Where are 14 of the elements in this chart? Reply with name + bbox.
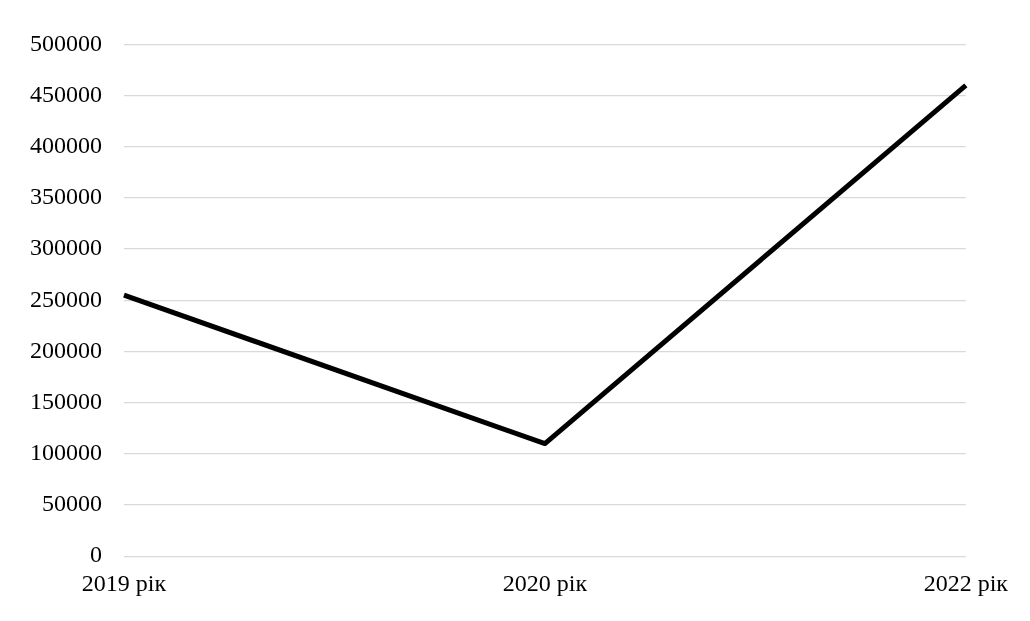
y-tick-label: 500000	[30, 29, 102, 56]
y-tick-label: 350000	[30, 183, 102, 210]
y-tick-label: 300000	[30, 234, 102, 261]
y-tick-label: 0	[90, 541, 102, 568]
y-tick-label: 450000	[30, 80, 102, 107]
x-tick-label: 2022 рік	[923, 569, 1009, 596]
y-tick-label: 100000	[30, 439, 102, 466]
x-tick-label: 2019 рік	[81, 569, 167, 596]
x-tick-label: 2020 рік	[502, 569, 588, 596]
y-tick-label: 50000	[42, 490, 102, 517]
y-tick-label: 150000	[30, 387, 102, 414]
y-tick-label: 250000	[30, 285, 102, 312]
y-tick-label: 200000	[30, 336, 102, 363]
y-tick-label: 400000	[30, 132, 102, 159]
